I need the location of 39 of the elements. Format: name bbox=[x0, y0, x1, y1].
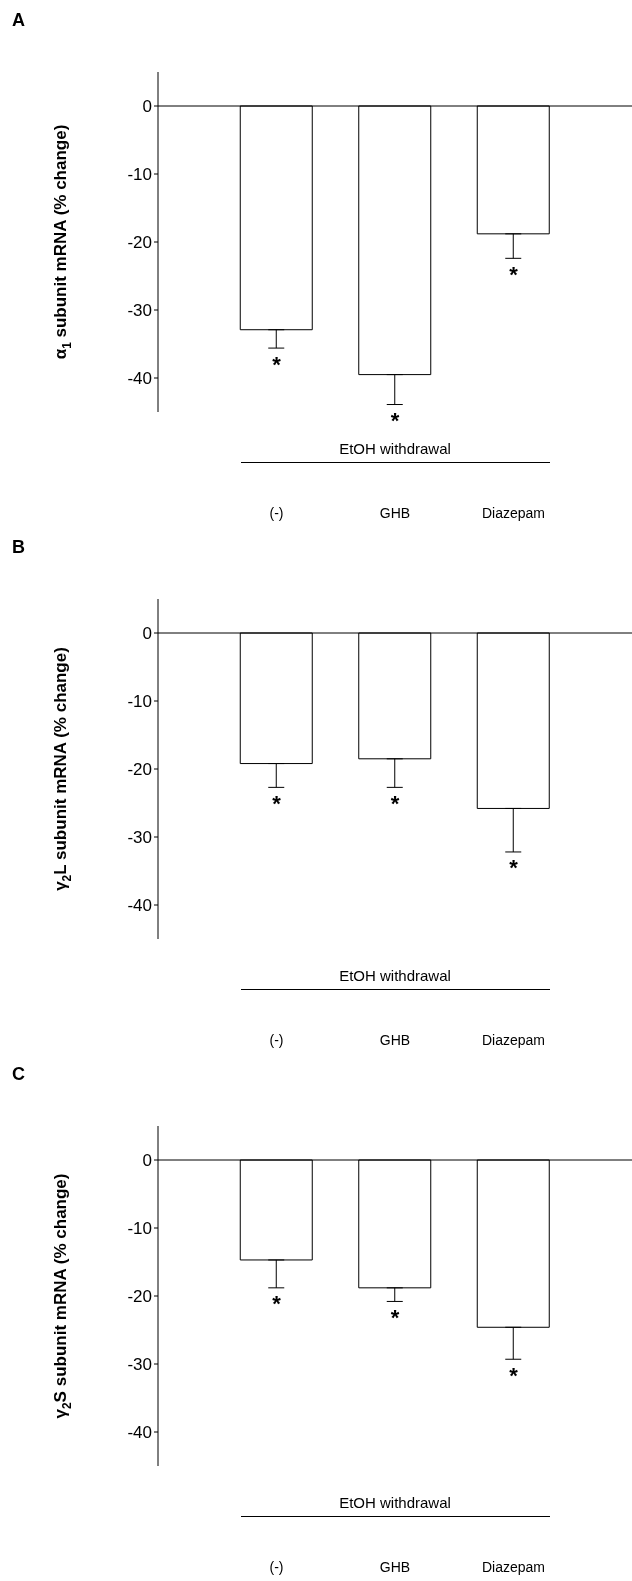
text: EtOH withdrawal bbox=[338, 440, 452, 457]
x-tick-label: Diazepam bbox=[481, 1032, 546, 1048]
y-tick-label: -20 bbox=[127, 1287, 152, 1307]
x-tick-label: (-) bbox=[269, 1032, 284, 1048]
annotation: * bbox=[509, 261, 519, 287]
y-tick-label: -40 bbox=[127, 1423, 152, 1443]
y-tick-label: -10 bbox=[127, 165, 152, 185]
y-tick-label: -40 bbox=[127, 369, 152, 389]
annotation: * bbox=[509, 1362, 519, 1388]
x-tick-label: GHB bbox=[379, 505, 411, 521]
x-tick-label: GHB bbox=[379, 1559, 411, 1575]
annotation: * bbox=[272, 790, 282, 816]
annotation: * bbox=[390, 790, 400, 816]
text: EtOH withdrawal bbox=[338, 967, 452, 984]
y-tick-label: -20 bbox=[127, 760, 152, 780]
x-tick-label: (-) bbox=[269, 1559, 284, 1575]
y-tick-label: -40 bbox=[127, 896, 152, 916]
y-tick-label: 0 bbox=[142, 624, 152, 644]
chart-title: C bbox=[12, 1064, 25, 1085]
x-tick-label: Diazepam bbox=[481, 1559, 546, 1575]
y-tick-label: 0 bbox=[142, 97, 152, 117]
y-tick-label: -10 bbox=[127, 692, 152, 712]
annotation: * bbox=[390, 408, 400, 434]
y-tick-label: -30 bbox=[127, 301, 152, 321]
text: EtOH withdrawal bbox=[338, 1494, 452, 1511]
annotation: * bbox=[272, 1291, 282, 1317]
y-tick-label: -30 bbox=[127, 828, 152, 848]
annotation: * bbox=[390, 1304, 400, 1330]
annotation: * bbox=[272, 351, 282, 377]
y-tick-label: 0 bbox=[142, 1151, 152, 1171]
x-tick-label: GHB bbox=[379, 1032, 411, 1048]
y-tick-label: -30 bbox=[127, 1355, 152, 1375]
chart-title: B bbox=[12, 537, 25, 558]
y-tick-label: -10 bbox=[127, 1219, 152, 1239]
y-tick-label: -20 bbox=[127, 233, 152, 253]
annotation: * bbox=[509, 855, 519, 881]
x-tick-label: (-) bbox=[269, 505, 284, 521]
chart-title: A bbox=[12, 10, 25, 31]
x-tick-label: Diazepam bbox=[481, 505, 546, 521]
